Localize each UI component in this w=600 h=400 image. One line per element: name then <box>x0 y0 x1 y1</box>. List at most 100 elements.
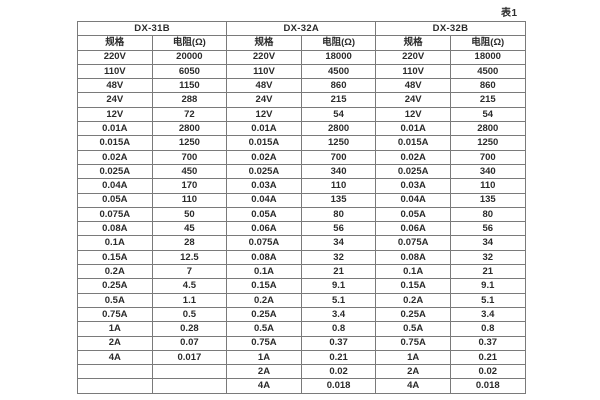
spec-cell: 48V <box>77 78 153 94</box>
resistance-cell: 0.37 <box>300 335 377 351</box>
resistance-cell: 0.017 <box>151 349 228 366</box>
resistance-cell: 0.8 <box>300 321 377 337</box>
resistance-cell: 215 <box>300 92 377 108</box>
spec-cell: 0.25A <box>77 278 153 294</box>
table-row: 12V 72 12V 54 12V 54 <box>77 106 526 123</box>
spec-cell: 110V <box>375 63 451 80</box>
spec-cell: 0.04A <box>375 192 451 208</box>
resistance-cell: 1250 <box>151 135 228 151</box>
resistance-cell: 5.1 <box>449 292 526 308</box>
spec-cell: 220V <box>226 49 302 65</box>
table-row: 0.08A 45 0.06A 56 0.06A 56 <box>77 221 526 237</box>
group-label: DX-31B <box>76 20 228 37</box>
spec-cell: 4A <box>226 378 302 394</box>
spec-cell: 0.04A <box>226 192 302 208</box>
spec-cell: 1A <box>375 349 451 366</box>
table-row: 0.02A 700 0.02A 700 0.02A 700 <box>77 149 526 165</box>
resistance-cell: 2800 <box>449 121 526 137</box>
spec-cell: 0.15A <box>375 278 451 294</box>
resistance-cell <box>151 364 228 380</box>
resistance-cell: 860 <box>300 78 377 94</box>
spec-cell: 0.05A <box>226 206 302 223</box>
resistance-cell: 700 <box>300 149 377 165</box>
spec-cell: 0.015A <box>77 135 153 151</box>
spec-cell <box>77 364 153 380</box>
resistance-cell: 3.4 <box>449 306 526 323</box>
spec-column-header: 规格 <box>375 35 451 51</box>
resistance-cell: 7 <box>151 264 228 280</box>
spec-cell: 48V <box>375 78 451 94</box>
resistance-cell: 1150 <box>151 78 228 94</box>
resistance-cell: 3.4 <box>300 306 377 323</box>
resistance-cell: 0.8 <box>449 321 526 337</box>
spec-cell: 0.08A <box>226 249 302 266</box>
spec-cell: 0.1A <box>226 264 302 280</box>
table-row: 4A 0.018 4A 0.018 <box>77 378 526 394</box>
spec-cell: 0.02A <box>226 149 302 165</box>
spec-cell: 0.03A <box>375 178 451 194</box>
resistance-cell: 0.28 <box>151 321 228 337</box>
table-row: 0.04A 170 0.03A 110 0.03A 110 <box>77 178 526 194</box>
resistance-cell: 1250 <box>300 135 377 151</box>
resistance-cell: 80 <box>449 206 526 223</box>
resistance-cell: 54 <box>300 106 377 123</box>
spec-cell: 0.01A <box>77 121 153 137</box>
table-row: 0.15A 12.5 0.08A 32 0.08A 32 <box>77 249 526 266</box>
column-header-row: 规格 电阻(Ω) 规格 电阻(Ω) 规格 电阻(Ω) <box>77 35 526 51</box>
spec-cell: 0.05A <box>375 206 451 223</box>
spec-cell: 2A <box>77 335 153 351</box>
spec-cell: 1A <box>77 321 153 337</box>
resistance-cell: 4500 <box>449 63 526 80</box>
resistance-cell: 135 <box>449 192 526 208</box>
table-body: 220V 20000 220V 18000 220V 18000 110V 6050 110V 4… <box>77 49 526 394</box>
spec-cell: 2A <box>226 364 302 380</box>
resistance-cell: 34 <box>449 235 526 251</box>
resistance-cell: 32 <box>449 249 526 266</box>
table-caption: 表1 <box>501 8 518 19</box>
spec-cell: 0.025A <box>226 163 302 180</box>
spec-cell: 0.2A <box>375 292 451 308</box>
resistance-cell: 45 <box>151 221 228 237</box>
resistance-cell: 0.02 <box>449 364 526 380</box>
table-row: 0.25A 4.5 0.15A 9.1 0.15A 9.1 <box>77 278 526 294</box>
resistance-cell: 170 <box>151 178 228 194</box>
resistance-cell: 0.02 <box>300 364 377 380</box>
resistance-column-header: 电阻(Ω) <box>151 35 228 51</box>
spec-cell: 0.025A <box>77 163 153 180</box>
spec-cell: 0.015A <box>226 135 302 151</box>
spec-cell: 48V <box>226 78 302 94</box>
resistance-cell: 4500 <box>300 63 377 80</box>
spec-cell: 24V <box>77 92 153 108</box>
spec-cell: 0.2A <box>226 292 302 308</box>
spec-cell: 0.01A <box>375 121 451 137</box>
resistance-cell: 2800 <box>300 121 377 137</box>
spec-cell: 24V <box>226 92 302 108</box>
spec-cell: 0.1A <box>375 264 451 280</box>
resistance-cell: 340 <box>449 163 526 180</box>
spec-cell: 0.75A <box>77 306 153 323</box>
table-row: 4A 0.017 1A 0.21 1A 0.21 <box>77 349 526 366</box>
resistance-cell: 20000 <box>151 49 228 65</box>
group-label: DX-32A <box>226 20 377 37</box>
spec-cell: 0.015A <box>375 135 451 151</box>
spec-cell: 0.1A <box>77 235 153 251</box>
resistance-cell: 860 <box>449 78 526 94</box>
spec-cell <box>77 378 153 394</box>
resistance-cell: 0.21 <box>300 349 377 366</box>
table-row: 0.1A 28 0.075A 34 0.075A 34 <box>77 235 526 251</box>
resistance-cell: 110 <box>151 192 228 208</box>
spec-cell: 110V <box>226 63 302 80</box>
resistance-cell: 56 <box>300 221 377 237</box>
spec-cell: 12V <box>226 106 302 123</box>
spec-cell: 1A <box>226 349 302 366</box>
spec-cell: 0.15A <box>226 278 302 294</box>
spec-cell: 0.04A <box>77 178 153 194</box>
spec-cell: 0.025A <box>375 163 451 180</box>
spec-cell: 220V <box>77 49 153 65</box>
spec-cell: 0.25A <box>375 306 451 323</box>
spec-cell: 0.075A <box>77 206 153 223</box>
resistance-column-header: 电阻(Ω) <box>449 35 526 51</box>
resistance-cell <box>151 378 228 394</box>
group-header-row: DX-31B DX-32A DX-32B <box>76 20 526 37</box>
